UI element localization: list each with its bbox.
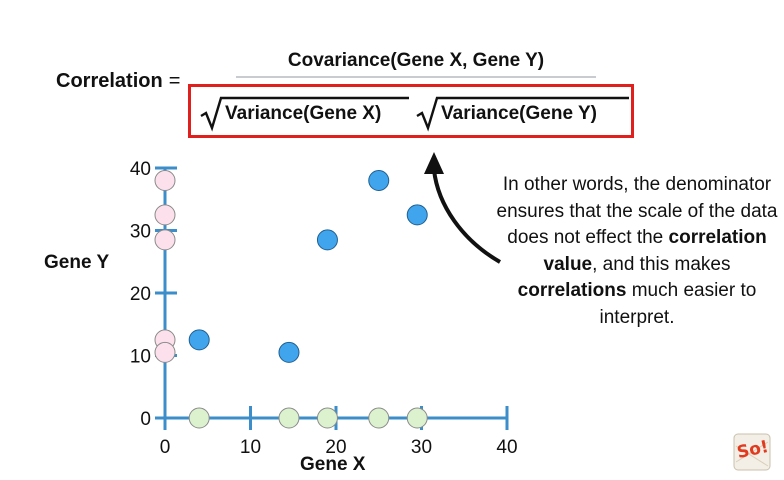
y-projection-point (154, 170, 176, 191)
callout-bold1: correlation value (543, 227, 767, 275)
x-tick-label: 10 (240, 437, 261, 458)
data-point (406, 204, 428, 226)
callout-part3: much easier to interpret. (599, 280, 757, 328)
y-tick-label: 0 (140, 409, 151, 430)
sqrt-icon (200, 96, 409, 132)
data-point (368, 170, 390, 191)
denominator-right: Variance(Gene Y) (441, 103, 597, 124)
x-projection-point (406, 407, 428, 429)
y-tick-label: 10 (130, 347, 151, 368)
sqrt-variance-x: Variance(Gene X) (199, 96, 409, 132)
x-projection-point (188, 407, 210, 429)
callout-part2: , and this makes (592, 253, 731, 275)
sqrt-variance-y: Variance(Gene Y) (415, 96, 629, 132)
x-tick-label: 0 (160, 437, 171, 458)
data-point (316, 229, 338, 251)
formula-lhs: Correlation = (56, 70, 180, 93)
y-projection-point (154, 229, 176, 251)
data-point (278, 341, 300, 363)
x-projection-point (316, 407, 338, 429)
data-point (188, 329, 210, 351)
y-tick-label: 20 (130, 284, 151, 305)
callout-bold2: correlations (517, 280, 627, 301)
x-axis-label: Gene X (300, 454, 366, 475)
formula-numerator: Covariance(Gene X, Gene Y) (287, 50, 545, 71)
sqrt-icon (416, 96, 629, 132)
denominator-highlight-box: Variance(Gene X) Variance(Gene Y) (188, 84, 634, 138)
y-axis-label: Gene Y (44, 252, 110, 273)
x-projection-point (278, 407, 300, 429)
denominator-left: Variance(Gene X) (225, 103, 382, 124)
y-tick-label: 40 (130, 159, 151, 180)
x-tick-label: 20 (325, 437, 346, 458)
x-tick-label: 40 (496, 437, 517, 458)
formula-lhs-label: Correlation (56, 70, 163, 92)
fraction-bar (236, 76, 596, 78)
y-projection-point (154, 341, 176, 363)
equals-sign: = (168, 70, 181, 92)
callout-text: In other words, the denominator ensures … (492, 172, 782, 331)
statquest-logo: So! (732, 432, 772, 472)
arrow-head-icon (424, 152, 444, 174)
callout-part1: In other words, the denominator ensures … (496, 174, 778, 248)
callout-arrow (432, 169, 502, 264)
x-projection-point (368, 407, 390, 429)
x-tick-label: 30 (411, 437, 432, 458)
y-projection-point (154, 204, 176, 226)
y-tick-label: 30 (130, 222, 151, 243)
